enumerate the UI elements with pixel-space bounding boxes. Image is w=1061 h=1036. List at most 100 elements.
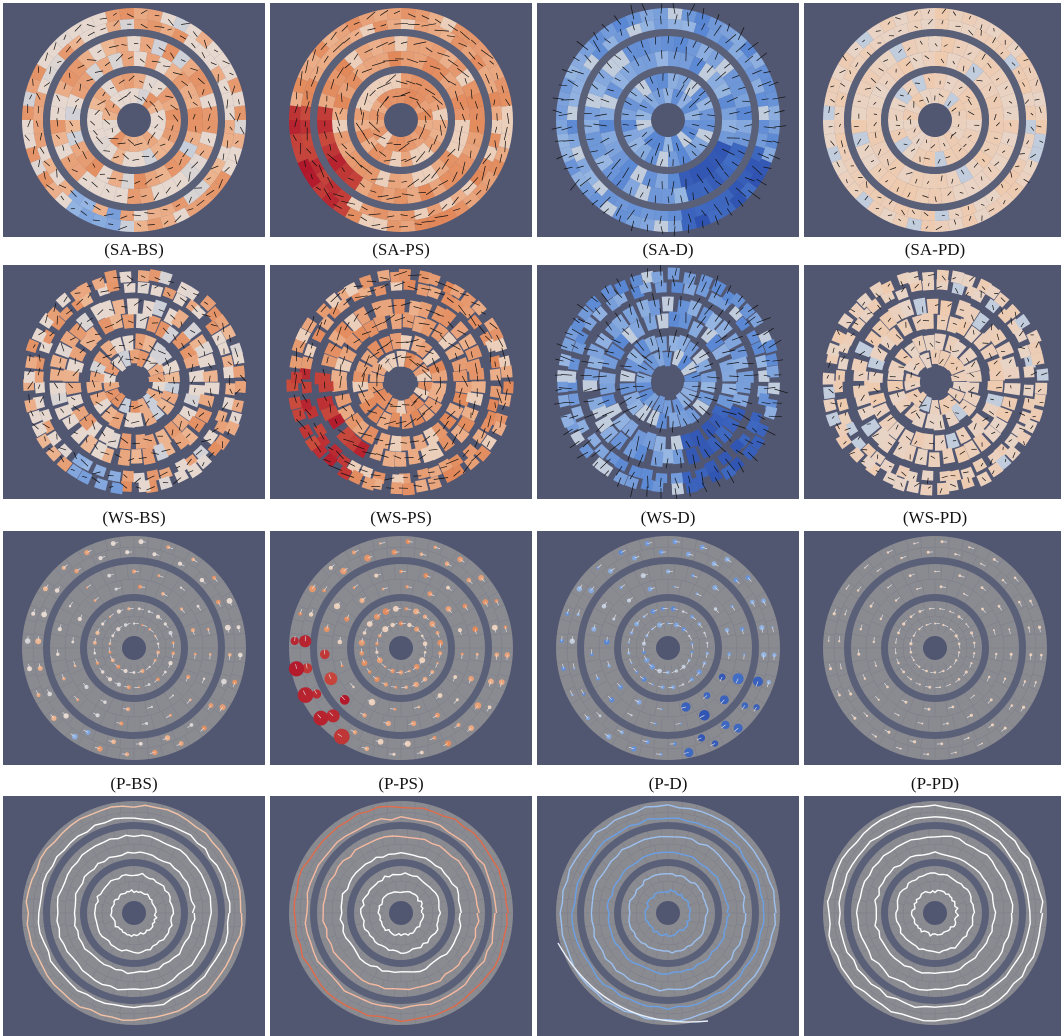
mesh-line (955, 584, 962, 599)
mesh-line (867, 634, 883, 638)
mesh-line (655, 602, 660, 618)
vector-arrow (729, 387, 737, 391)
point-glyph (358, 639, 365, 646)
vector-arrow (673, 46, 678, 59)
mesh-line (575, 605, 586, 611)
vector-arrow (929, 342, 934, 347)
point-tick (673, 608, 679, 610)
vector-arrow (898, 446, 903, 450)
ring-cell (401, 412, 414, 430)
ring-cell (149, 109, 166, 120)
ring-cell (864, 330, 883, 348)
ring-cell (120, 51, 134, 68)
mesh-line (67, 596, 80, 606)
vector-arrow (911, 210, 915, 214)
mesh-line (868, 571, 876, 580)
ring-cell (755, 91, 768, 108)
vector-arrow (120, 482, 128, 489)
ring-cell (654, 282, 667, 293)
point-tick (494, 627, 497, 633)
vector-arrow (421, 287, 432, 291)
vector-arrow (71, 397, 76, 401)
vector-arrow (731, 335, 743, 341)
mesh-line (54, 568, 63, 577)
vector-arrow (399, 225, 409, 228)
mesh-line (54, 670, 69, 676)
mesh-line (210, 593, 220, 600)
ring-cell (105, 431, 121, 449)
point-tick (911, 655, 915, 661)
mesh-line (758, 633, 769, 636)
vector-arrow (905, 172, 913, 175)
vector-arrow (619, 396, 632, 405)
ring-cell (754, 422, 769, 438)
ring-cell (989, 68, 1009, 88)
ring-cell (944, 335, 960, 354)
point-tick (86, 584, 92, 588)
mesh-line (683, 653, 699, 660)
vector-arrow (496, 375, 502, 389)
ring-gap (43, 557, 225, 739)
vector-arrow (952, 11, 957, 16)
point-tick (439, 653, 441, 659)
ring-cell (481, 51, 498, 70)
ring-cells (23, 269, 247, 495)
point-tick (229, 600, 232, 606)
center-hole (389, 108, 413, 132)
vector-arrow (470, 451, 482, 462)
ring-cell (556, 120, 568, 135)
vector-arrow (434, 291, 445, 296)
vector-arrow (655, 457, 657, 465)
mesh-line (178, 677, 192, 687)
vector-arrow (996, 423, 1000, 429)
vector-arrow (344, 460, 356, 467)
vector-arrow (185, 433, 191, 438)
vector-arrow (650, 156, 654, 165)
vector-arrow (872, 433, 879, 438)
vector-arrow (562, 140, 575, 142)
ring-cell (856, 292, 873, 309)
mesh-line (117, 620, 126, 634)
ring-cell (887, 380, 904, 393)
vector-arrow (941, 475, 948, 479)
point-tick (406, 608, 412, 610)
vector-arrow (496, 388, 502, 404)
ring-cell (979, 140, 999, 159)
ring-cell (908, 52, 925, 71)
vector-arrow (334, 418, 338, 424)
ring-cell (942, 447, 956, 464)
mesh-line (227, 604, 238, 610)
vector-arrow (128, 339, 135, 344)
ring-cell (366, 340, 385, 359)
vector-arrow (92, 219, 100, 222)
ring-cell (428, 96, 447, 112)
mesh-line (599, 558, 607, 569)
vector-arrow (207, 126, 211, 130)
vector-arrow (914, 283, 919, 289)
mesh-line (100, 670, 112, 682)
vector-arrow (993, 113, 997, 121)
point-tick (691, 616, 697, 620)
vector-arrow (361, 331, 372, 335)
ring-cell (134, 220, 149, 232)
ring-cell (138, 480, 151, 493)
ring-cell (142, 130, 159, 148)
vector-arrow (429, 327, 443, 335)
ring-cell (866, 200, 885, 217)
vector-arrow (354, 295, 368, 299)
ring-cell (183, 188, 201, 205)
mesh-line (670, 616, 674, 632)
mesh-line (901, 570, 908, 585)
vector-arrow (929, 420, 935, 424)
ring-cell (599, 425, 619, 444)
mesh-line (945, 700, 949, 716)
point-glyph (928, 685, 932, 689)
vector-arrow (231, 85, 236, 96)
vector-arrow (583, 400, 594, 403)
ring-cell (388, 73, 401, 90)
vector-arrow (900, 482, 903, 487)
mesh-line (693, 745, 698, 757)
vector-arrow (489, 60, 495, 65)
ring-cell (411, 316, 427, 334)
vector-arrow (102, 354, 112, 359)
